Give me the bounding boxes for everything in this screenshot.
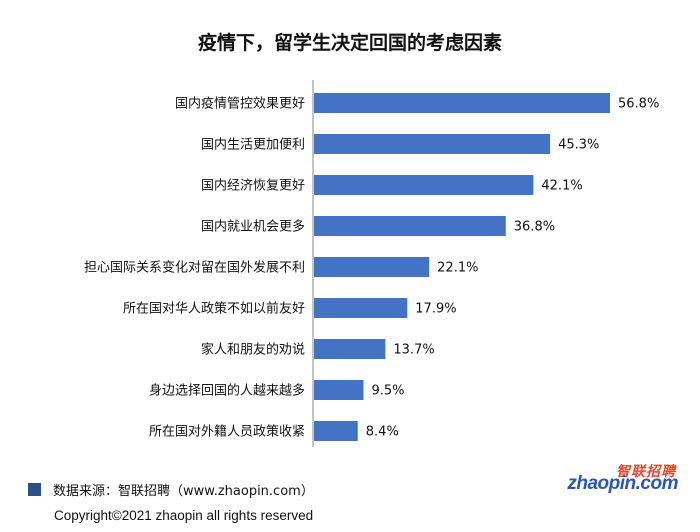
category-label: 家人和朋友的劝说: [201, 342, 305, 358]
bar: [314, 380, 364, 400]
category-label: 担心国际关系变化对留在国外发展不利: [84, 260, 305, 276]
logo-en-text: zhaopin.com: [567, 473, 678, 494]
copyright-text: Copyright©2021 zhaopin all rights reserv…: [54, 508, 314, 523]
zhaopin-logo: 智联招聘 zhaopin.com: [558, 461, 678, 497]
logo-cn-text: 智联招聘: [616, 463, 676, 479]
category-label: 国内就业机会更多: [201, 219, 305, 235]
value-label: 56.8%: [618, 97, 659, 112]
bar: [314, 421, 358, 441]
bar: [314, 257, 430, 277]
category-label: 国内经济恢复更好: [201, 178, 305, 194]
value-label: 22.1%: [437, 261, 478, 276]
value-label: 9.5%: [372, 384, 405, 399]
bar: [314, 216, 506, 236]
value-label: 17.9%: [415, 302, 456, 317]
category-label: 所在国对华人政策不如以前友好: [123, 301, 305, 317]
bar: [314, 339, 386, 359]
value-label: 8.4%: [366, 425, 399, 440]
category-label: 国内生活更加便利: [201, 137, 305, 153]
bar: [314, 298, 408, 318]
data-source-text: 数据来源：智联招聘（www.zhaopin.com）: [53, 483, 314, 499]
category-label: 所在国对外籍人员政策收紧: [149, 424, 305, 440]
bar-chart: 国内疫情管控效果更好 56.8% 国内生活更加便利 45.3% 国内经济恢复更好 42.1…: [84, 80, 659, 447]
category-label: 身边选择回国的人越来越多: [149, 383, 305, 399]
value-label: 13.7%: [393, 343, 434, 358]
bar: [314, 93, 610, 113]
data-source: 数据来源：智联招聘（www.zhaopin.com）: [28, 481, 314, 499]
category-label: 国内疫情管控效果更好: [175, 96, 305, 112]
chart-title: 疫情下，留学生决定回国的考虑因素: [197, 32, 502, 54]
bar: [314, 134, 551, 154]
value-label: 42.1%: [541, 179, 582, 194]
value-label: 45.3%: [558, 138, 599, 153]
bar: [314, 175, 534, 195]
legend-swatch: [28, 482, 41, 496]
value-label: 36.8%: [514, 220, 555, 235]
